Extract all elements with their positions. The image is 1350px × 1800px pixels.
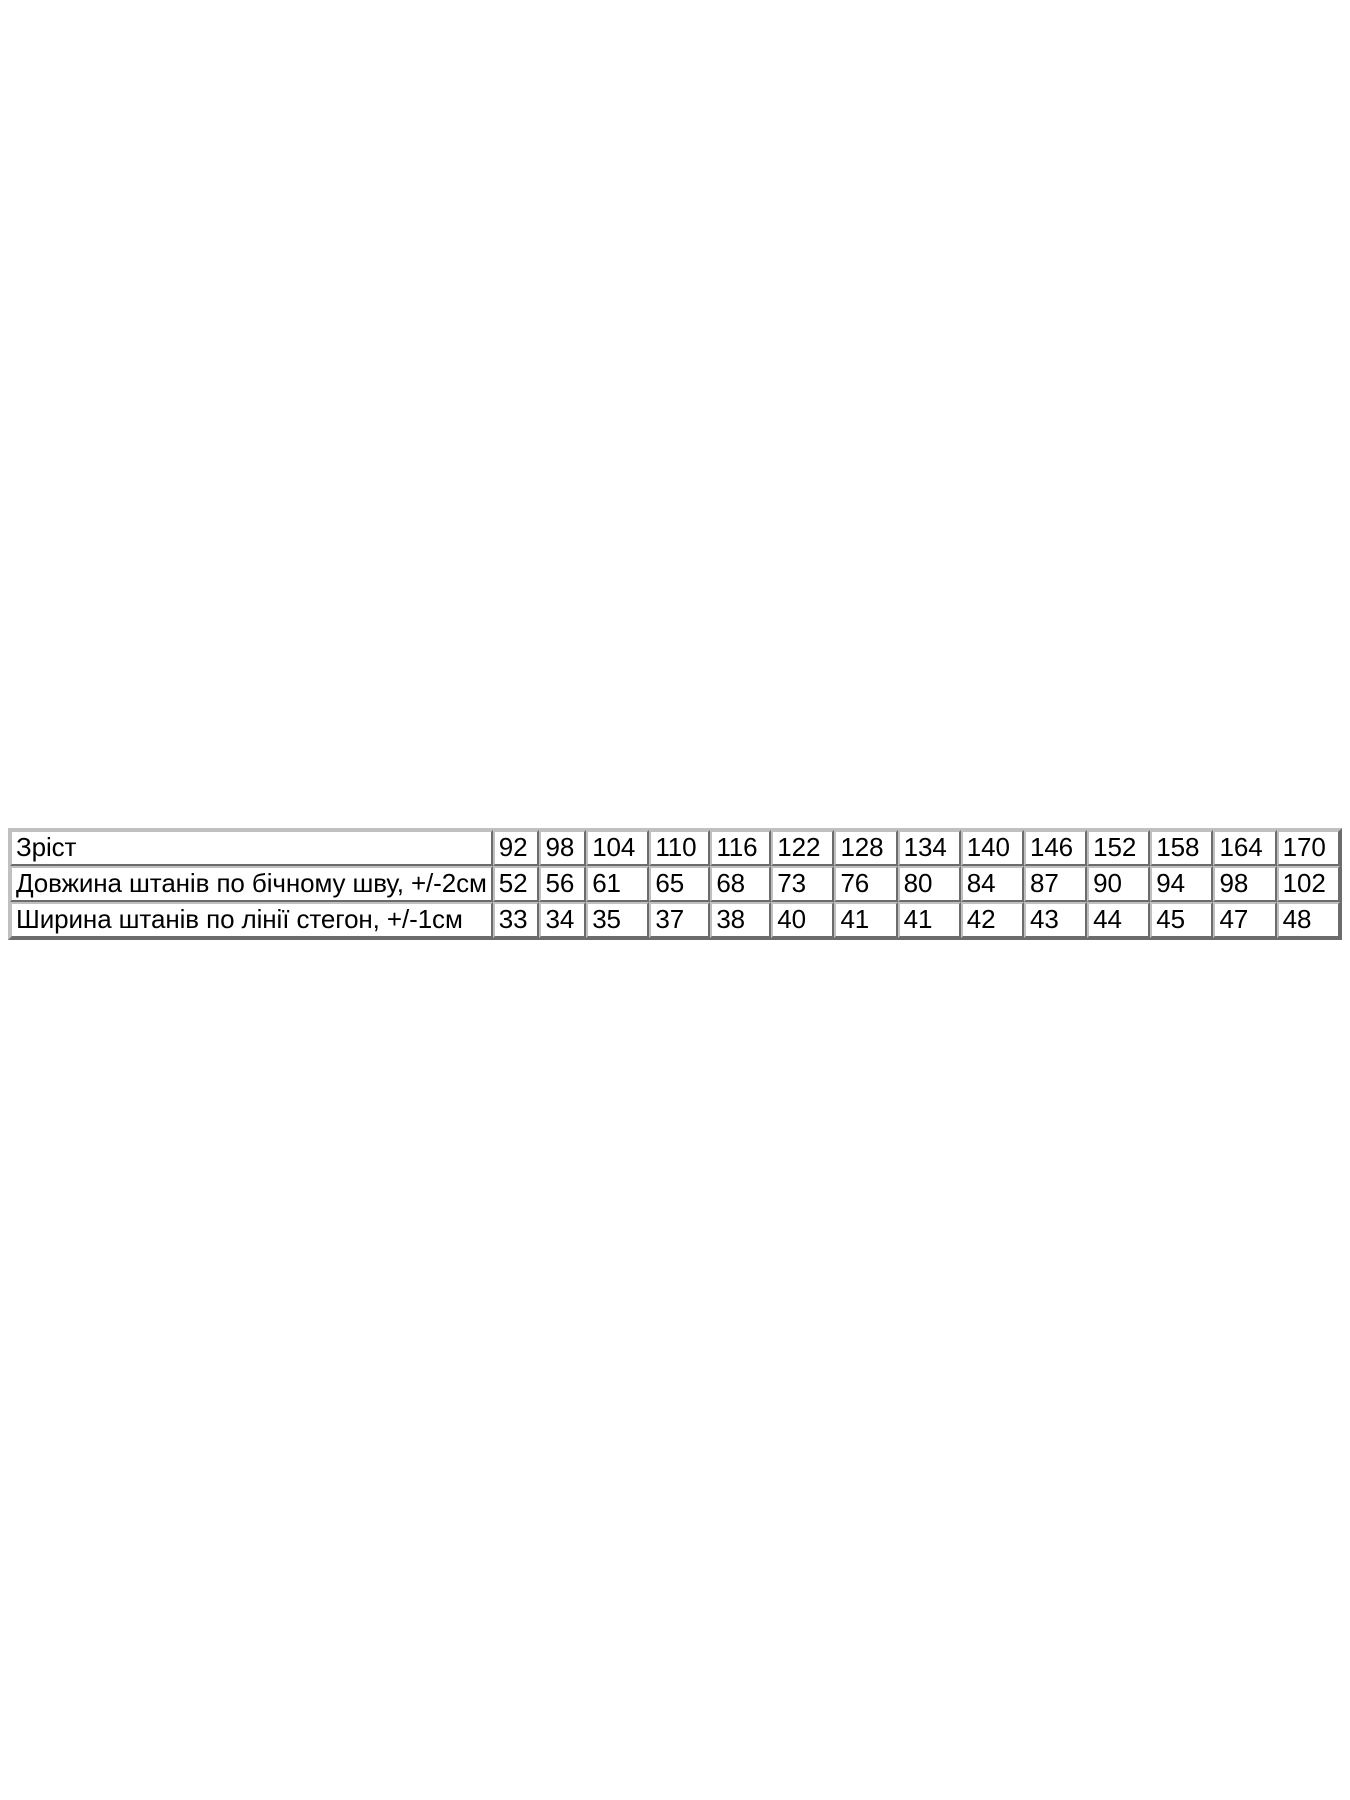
cell-height-4: 110 bbox=[649, 830, 711, 867]
cell-hip-width-12: 45 bbox=[1150, 902, 1214, 939]
cell-pant-length-8: 80 bbox=[897, 866, 961, 903]
cell-hip-width-1: 33 bbox=[492, 902, 540, 939]
cell-hip-width-6: 40 bbox=[771, 902, 835, 939]
cell-height-6: 122 bbox=[771, 830, 835, 867]
cell-hip-width-2: 34 bbox=[539, 902, 587, 939]
table-row: Ширина штанів по лінії стегон, +/-1см 33… bbox=[10, 902, 1340, 939]
cell-height-10: 146 bbox=[1023, 830, 1088, 867]
cell-height-14: 170 bbox=[1276, 830, 1340, 867]
cell-pant-length-9: 84 bbox=[960, 866, 1024, 903]
cell-height-1: 92 bbox=[492, 830, 540, 867]
cell-pant-length-10: 87 bbox=[1023, 866, 1088, 903]
cell-hip-width-8: 41 bbox=[897, 902, 961, 939]
cell-hip-width-9: 42 bbox=[960, 902, 1024, 939]
cell-height-13: 164 bbox=[1213, 830, 1277, 867]
table-row: Зріст 92 98 104 110 116 122 128 134 140 … bbox=[10, 830, 1340, 867]
cell-hip-width-4: 37 bbox=[649, 902, 711, 939]
cell-hip-width-13: 47 bbox=[1213, 902, 1277, 939]
cell-hip-width-11: 44 bbox=[1087, 902, 1151, 939]
cell-hip-width-7: 41 bbox=[834, 902, 898, 939]
cell-hip-width-5: 38 bbox=[710, 902, 772, 939]
size-chart-table: Зріст 92 98 104 110 116 122 128 134 140 … bbox=[8, 828, 1342, 941]
cell-height-9: 140 bbox=[960, 830, 1024, 867]
cell-pant-length-13: 98 bbox=[1213, 866, 1277, 903]
cell-height-8: 134 bbox=[897, 830, 961, 867]
size-chart-container: Зріст 92 98 104 110 116 122 128 134 140 … bbox=[8, 828, 1342, 941]
cell-pant-length-14: 102 bbox=[1276, 866, 1340, 903]
cell-height-5: 116 bbox=[710, 830, 772, 867]
cell-height-7: 128 bbox=[834, 830, 898, 867]
row-label-height: Зріст bbox=[10, 830, 493, 867]
cell-pant-length-12: 94 bbox=[1150, 866, 1214, 903]
cell-height-12: 158 bbox=[1150, 830, 1214, 867]
cell-hip-width-10: 43 bbox=[1023, 902, 1088, 939]
row-label-pant-length: Довжина штанів по бічному шву, +/-2см bbox=[10, 866, 493, 903]
cell-hip-width-14: 48 bbox=[1276, 902, 1340, 939]
cell-pant-length-7: 76 bbox=[834, 866, 898, 903]
cell-pant-length-11: 90 bbox=[1087, 866, 1151, 903]
cell-pant-length-4: 65 bbox=[649, 866, 711, 903]
row-label-hip-width: Ширина штанів по лінії стегон, +/-1см bbox=[10, 902, 493, 939]
cell-pant-length-5: 68 bbox=[710, 866, 772, 903]
cell-hip-width-3: 35 bbox=[586, 902, 650, 939]
size-chart-body: Зріст 92 98 104 110 116 122 128 134 140 … bbox=[10, 830, 1340, 939]
cell-pant-length-2: 56 bbox=[539, 866, 587, 903]
table-row: Довжина штанів по бічному шву, +/-2см 52… bbox=[10, 866, 1340, 903]
cell-height-11: 152 bbox=[1087, 830, 1151, 867]
cell-pant-length-1: 52 bbox=[492, 866, 540, 903]
cell-pant-length-6: 73 bbox=[771, 866, 835, 903]
cell-height-3: 104 bbox=[586, 830, 650, 867]
cell-height-2: 98 bbox=[539, 830, 587, 867]
cell-pant-length-3: 61 bbox=[586, 866, 650, 903]
